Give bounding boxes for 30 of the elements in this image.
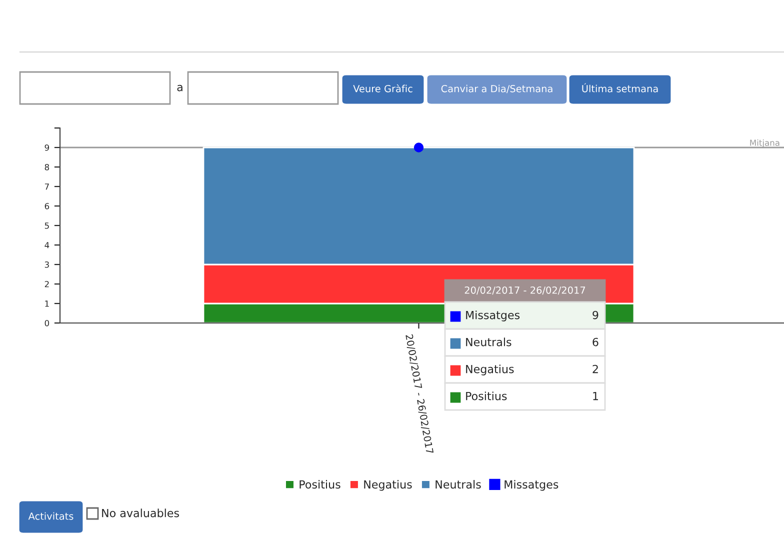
y-tick-label: 6 bbox=[44, 202, 50, 210]
category-label: 20/02/2017 - 26/02/2017 bbox=[406, 334, 434, 454]
ref-line-label: Mitjana bbox=[750, 139, 780, 148]
text: Missatges bbox=[504, 480, 558, 491]
text: Neutrals bbox=[436, 480, 481, 489]
y-tick-label: 7 bbox=[44, 184, 49, 190]
y-tick-label: 5 bbox=[44, 222, 49, 229]
text: Última setmana bbox=[582, 83, 658, 92]
y-tick-label: 9 bbox=[44, 144, 49, 151]
legend-label: Negatius bbox=[466, 364, 514, 376]
text: Canviar a Dia/Setmana bbox=[441, 84, 552, 94]
y-tick-label: 2 bbox=[44, 280, 49, 288]
text: Veure Gràfic bbox=[353, 84, 412, 92]
text: Positius bbox=[300, 480, 340, 489]
y-tick-label: 3 bbox=[44, 261, 49, 268]
legend-label: Missatges bbox=[466, 310, 520, 322]
text: 1 bbox=[593, 392, 598, 400]
text: Negatius bbox=[364, 480, 412, 491]
y-tick-label: 4 bbox=[44, 242, 50, 248]
text: a bbox=[177, 84, 182, 92]
legend-label: Neutrals bbox=[466, 338, 512, 346]
text: 2 bbox=[592, 364, 598, 374]
y-tick-label: 1 bbox=[45, 300, 49, 307]
annotation: 9 bbox=[592, 310, 598, 320]
text: Activitats bbox=[28, 512, 74, 520]
legend-label: Positius bbox=[466, 392, 507, 400]
y-tick-label: 0 bbox=[44, 320, 50, 326]
text: No avaluables bbox=[102, 508, 179, 518]
text: 6 bbox=[592, 338, 598, 346]
y-tick-label: 8 bbox=[44, 164, 50, 170]
